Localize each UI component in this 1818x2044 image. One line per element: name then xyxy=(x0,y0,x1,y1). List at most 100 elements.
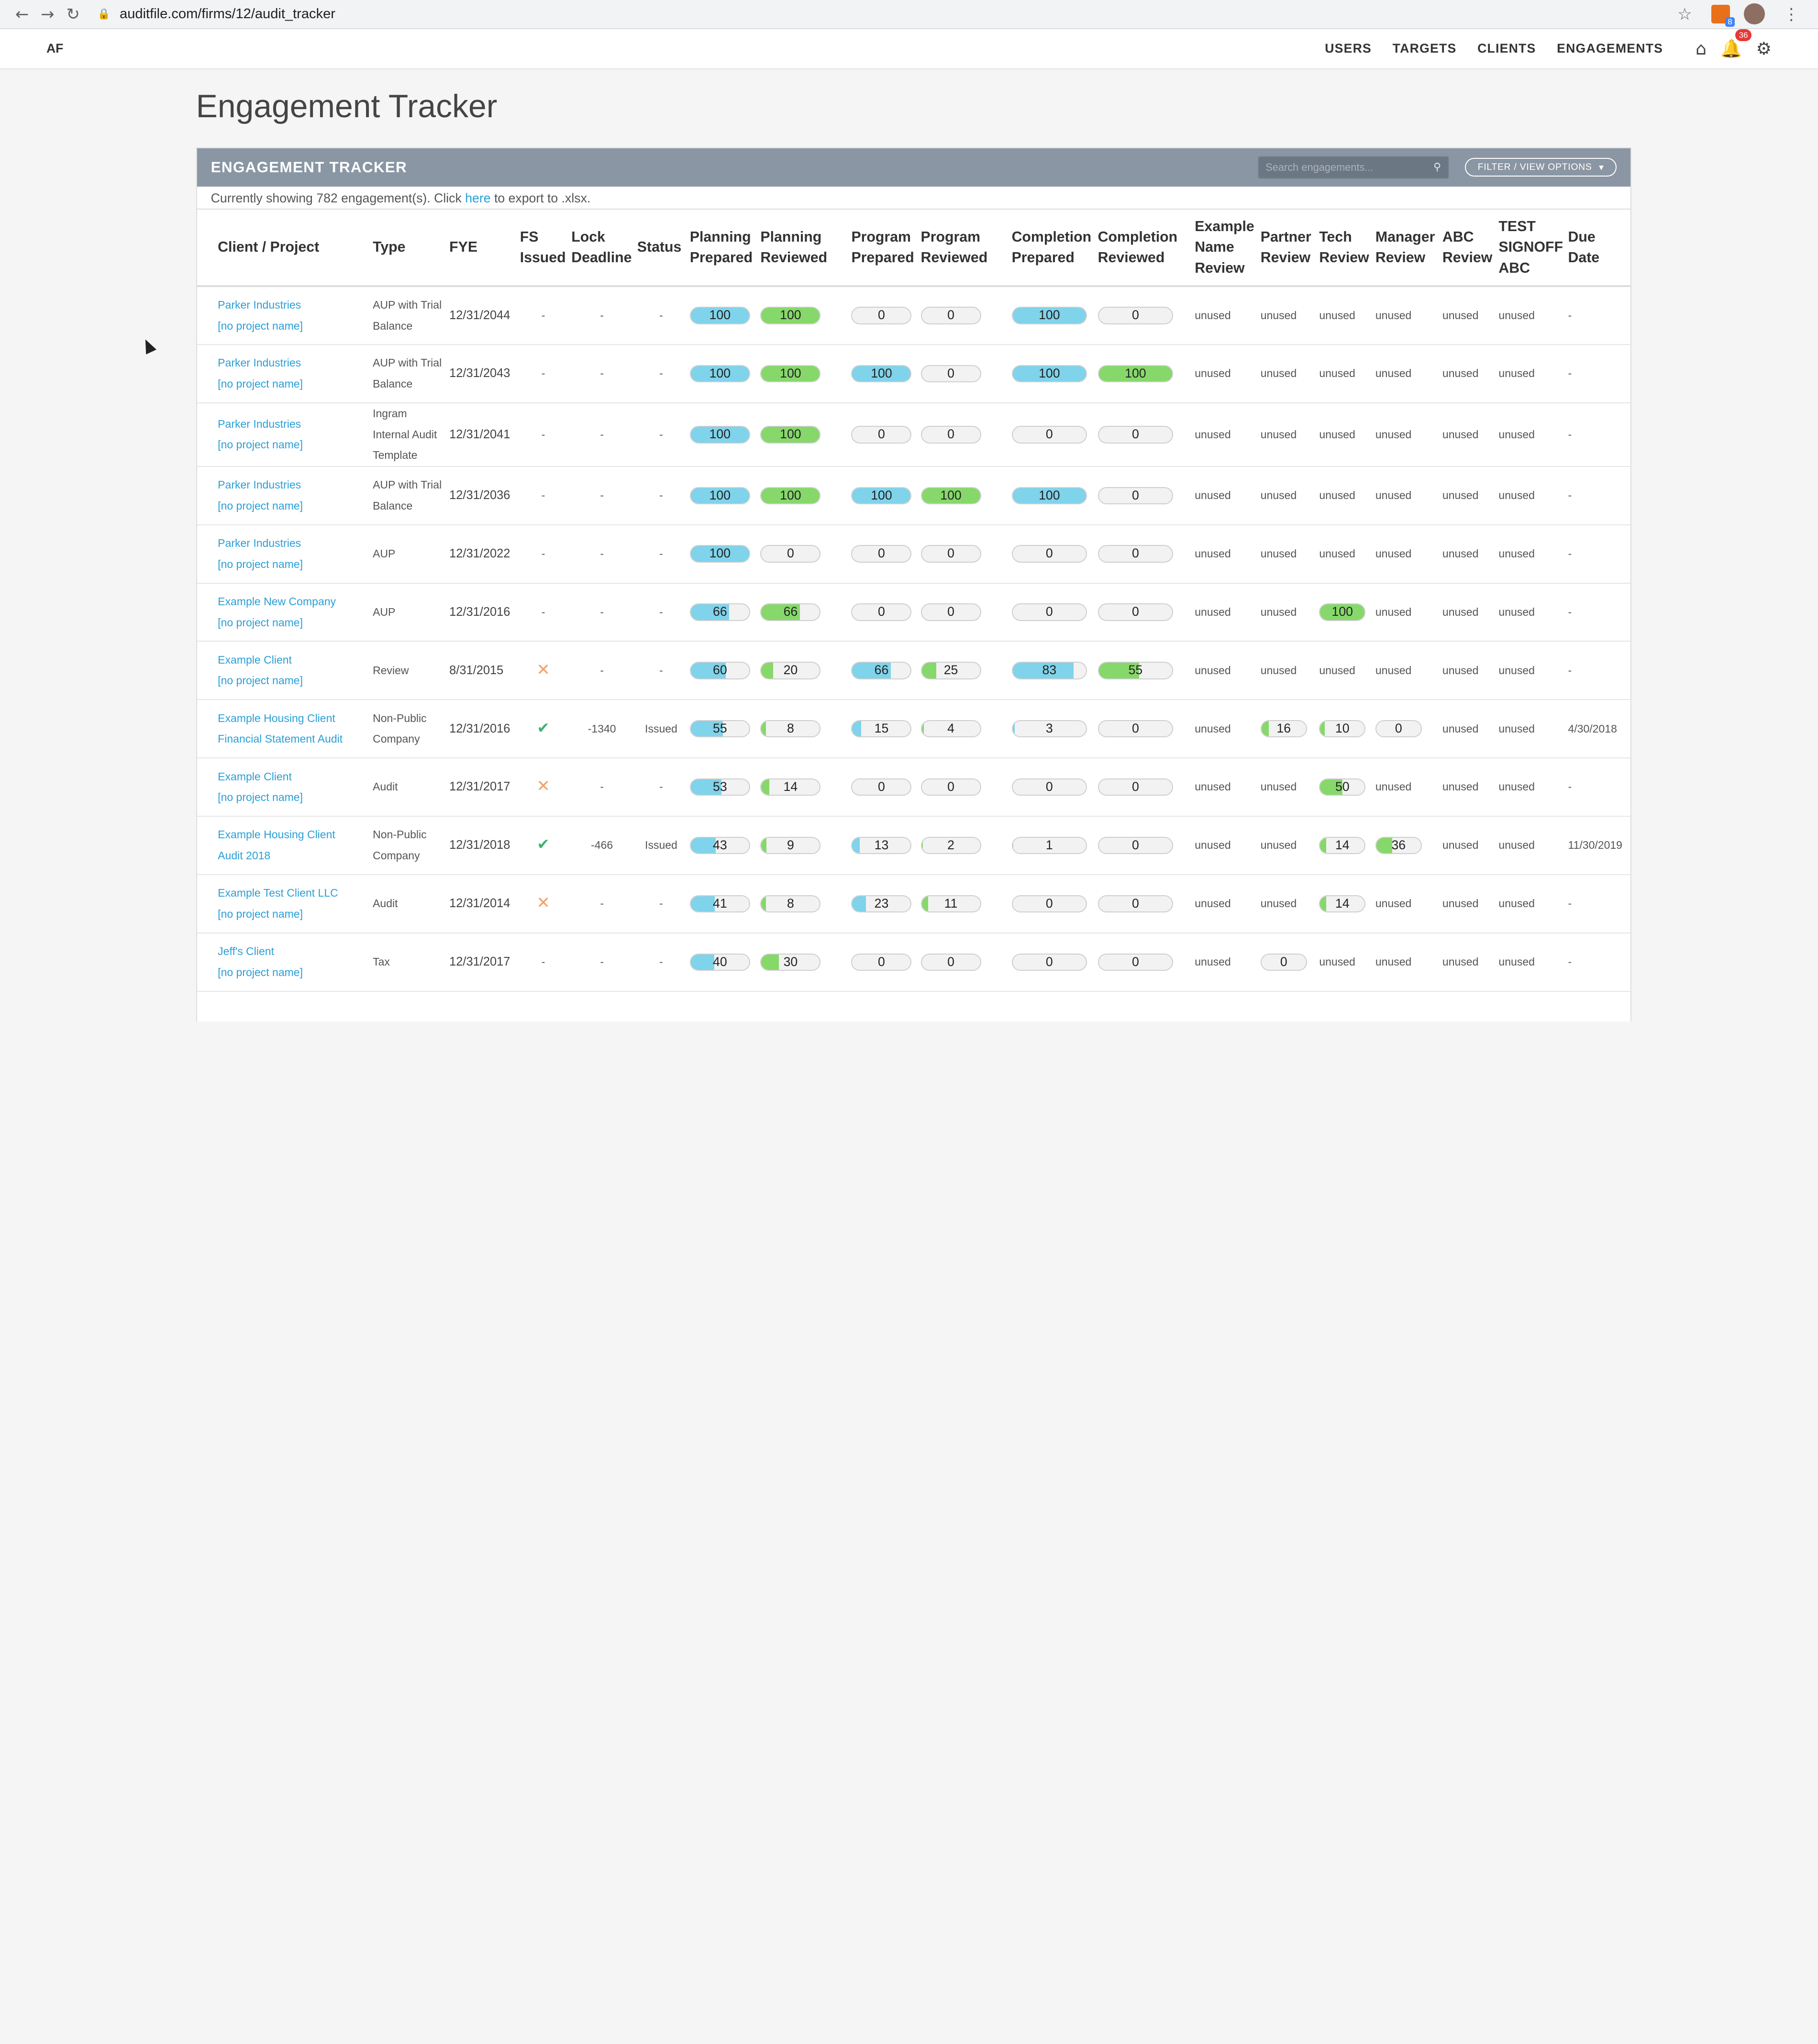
progress-pill[interactable]: 66 xyxy=(760,603,821,621)
table-row[interactable]: Parker Industries [no project name] AUP wi… xyxy=(197,466,1630,525)
project-link[interactable]: [no project name] xyxy=(218,438,303,451)
client-link[interactable]: Example Client xyxy=(218,770,292,783)
progress-pill[interactable]: 23 xyxy=(851,895,912,913)
client-link[interactable]: Parker Industries xyxy=(218,537,301,550)
progress-pill[interactable]: 0 xyxy=(851,426,912,444)
nav-users[interactable]: USERS xyxy=(1325,41,1372,56)
progress-pill[interactable]: 36 xyxy=(1375,836,1422,855)
progress-pill[interactable]: 43 xyxy=(689,836,750,855)
progress-pill[interactable]: 0 xyxy=(760,545,821,563)
column-header[interactable]: TEST SIGNOFF ABC xyxy=(1496,210,1566,288)
table-row[interactable]: Example Housing Client Audit 2018 Non-Publ… xyxy=(197,816,1630,876)
progress-pill[interactable]: 100 xyxy=(851,487,912,504)
column-header[interactable]: Partner Review xyxy=(1258,210,1317,288)
progress-pill[interactable]: 0 xyxy=(851,953,912,971)
column-header[interactable]: Program Prepared xyxy=(849,210,919,288)
progress-pill[interactable]: 0 xyxy=(1097,895,1174,913)
project-link[interactable]: [no project name] xyxy=(218,319,303,332)
progress-pill[interactable]: 10 xyxy=(1319,720,1366,738)
column-header[interactable]: Completion Reviewed xyxy=(1095,210,1193,288)
table-row[interactable]: Parker Industries [no project name] AUP wi… xyxy=(197,344,1630,403)
progress-pill[interactable]: 30 xyxy=(760,953,821,971)
column-header[interactable]: Example Name Review xyxy=(1192,210,1258,288)
progress-pill[interactable]: 100 xyxy=(689,426,750,444)
progress-pill[interactable]: 16 xyxy=(1260,720,1307,738)
progress-pill[interactable]: 0 xyxy=(1097,778,1174,796)
progress-pill[interactable]: 41 xyxy=(689,895,750,913)
project-link[interactable]: [no project name] xyxy=(218,791,303,804)
client-link[interactable]: Example Housing Client xyxy=(218,711,335,724)
column-header[interactable]: FS Issued xyxy=(517,210,569,288)
progress-pill[interactable]: 83 xyxy=(1011,662,1087,679)
table-row[interactable]: Example Test Client LLC [no project name]… xyxy=(197,875,1630,933)
column-header[interactable]: Due Date xyxy=(1565,210,1630,288)
progress-pill[interactable]: 4 xyxy=(920,720,981,738)
progress-pill[interactable]: 0 xyxy=(1097,307,1174,324)
progress-pill[interactable]: 13 xyxy=(851,836,912,855)
progress-pill[interactable]: 0 xyxy=(1011,603,1087,621)
progress-pill[interactable]: 0 xyxy=(920,365,981,383)
progress-pill[interactable]: 3 xyxy=(1011,720,1087,738)
progress-pill[interactable]: 0 xyxy=(1260,953,1307,971)
client-link[interactable]: Example Test Client LLC xyxy=(218,887,338,900)
column-header[interactable]: Planning Reviewed xyxy=(758,210,849,288)
progress-pill[interactable]: 0 xyxy=(1011,545,1087,563)
progress-pill[interactable]: 100 xyxy=(1319,603,1366,621)
column-header[interactable]: Program Reviewed xyxy=(918,210,1009,288)
progress-pill[interactable]: 0 xyxy=(920,307,981,324)
progress-pill[interactable]: 0 xyxy=(851,603,912,621)
progress-pill[interactable]: 55 xyxy=(1097,662,1174,679)
progress-pill[interactable]: 1 xyxy=(1011,836,1087,855)
progress-pill[interactable]: 0 xyxy=(1097,487,1174,504)
progress-pill[interactable]: 53 xyxy=(689,778,750,796)
progress-pill[interactable]: 11 xyxy=(920,895,981,913)
reload-icon[interactable]: ↻ xyxy=(66,4,80,23)
logo[interactable]: AF xyxy=(46,41,64,56)
progress-pill[interactable]: 0 xyxy=(920,953,981,971)
progress-pill[interactable]: 100 xyxy=(689,487,750,504)
table-row[interactable]: Example Client [no project name] Audit 12/3… xyxy=(197,758,1630,817)
address-bar[interactable]: 🔒 auditfile.com/firms/12/audit_tracker xyxy=(86,1,1672,26)
progress-pill[interactable]: 100 xyxy=(689,545,750,563)
progress-pill[interactable]: 100 xyxy=(760,426,821,444)
progress-pill[interactable]: 66 xyxy=(689,603,750,621)
progress-pill[interactable]: 0 xyxy=(1011,953,1087,971)
project-link[interactable]: [no project name] xyxy=(218,377,303,390)
progress-pill[interactable]: 100 xyxy=(760,307,821,324)
column-header[interactable]: FYE xyxy=(447,210,518,288)
progress-pill[interactable]: 0 xyxy=(1097,836,1174,855)
progress-pill[interactable]: 0 xyxy=(920,603,981,621)
progress-pill[interactable]: 15 xyxy=(851,720,912,738)
progress-pill[interactable]: 8 xyxy=(760,895,821,913)
progress-pill[interactable]: 60 xyxy=(689,662,750,679)
progress-pill[interactable]: 0 xyxy=(1097,720,1174,738)
progress-pill[interactable]: 0 xyxy=(851,307,912,324)
progress-pill[interactable]: 66 xyxy=(851,662,912,679)
column-header[interactable]: Tech Review xyxy=(1317,210,1373,288)
progress-pill[interactable]: 0 xyxy=(1011,895,1087,913)
progress-pill[interactable]: 100 xyxy=(1011,487,1087,504)
home-icon[interactable]: ⌂ xyxy=(1696,38,1707,59)
table-row[interactable]: Example Housing Client Financial Statemen… xyxy=(197,700,1630,759)
nav-engagements[interactable]: ENGAGEMENTS xyxy=(1557,41,1663,56)
column-header[interactable]: Manager Review xyxy=(1373,210,1441,288)
progress-pill[interactable]: 14 xyxy=(1319,895,1366,913)
search-input[interactable]: Search engagements... ⚲ xyxy=(1257,156,1449,179)
progress-pill[interactable]: 100 xyxy=(760,365,821,383)
bell-icon[interactable]: 🔔 36 xyxy=(1720,29,1751,59)
progress-pill[interactable]: 25 xyxy=(920,662,981,679)
nav-targets[interactable]: TARGETS xyxy=(1392,41,1457,56)
client-link[interactable]: Parker Industries xyxy=(218,417,301,430)
client-link[interactable]: Parker Industries xyxy=(218,298,301,311)
progress-pill[interactable]: 0 xyxy=(1097,953,1174,971)
progress-pill[interactable]: 100 xyxy=(689,307,750,324)
progress-pill[interactable]: 55 xyxy=(689,720,750,738)
star-icon[interactable]: ☆ xyxy=(1677,4,1692,23)
progress-pill[interactable]: 0 xyxy=(1097,545,1174,563)
column-header[interactable]: Client / Project xyxy=(197,210,371,288)
column-header[interactable]: Lock Deadline xyxy=(569,210,635,288)
progress-pill[interactable]: 100 xyxy=(851,365,912,383)
client-link[interactable]: Parker Industries xyxy=(218,478,301,491)
menu-icon[interactable]: ⋮ xyxy=(1783,4,1800,23)
table-row[interactable]: Jeff's Client [no project name] Tax 12/31/2… xyxy=(197,933,1630,992)
